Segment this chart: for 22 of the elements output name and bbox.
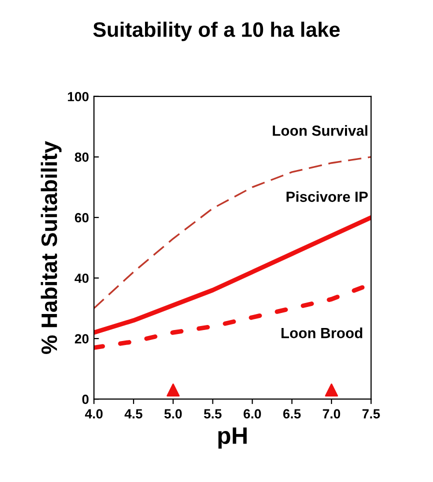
y-tick-label: 80 [74,152,89,162]
series-label: Piscivore IP [286,191,368,202]
y-tick-label: 0 [82,394,89,404]
y-tick-label: 20 [74,334,89,344]
series-label: Loon Survival [272,125,368,136]
x-tick-label: 4.5 [124,409,142,419]
x-tick-label: 7.0 [322,409,340,419]
series-label: Loon Brood [282,328,362,338]
x-tick-label: 5.5 [204,409,222,419]
x-tick-label: 6.0 [244,409,261,419]
y-axis-title: % Habitat Suitability [40,141,62,354]
chart-title: Suitability of a 10 ha lake [93,22,340,42]
y-tick-label: 40 [74,274,89,283]
y-tick-label: 100 [68,92,89,102]
y-tick-label: 60 [74,213,89,222]
x-tick-label: 5.0 [164,409,182,419]
line-series [94,284,366,350]
x-tick-label: 6.5 [283,409,301,419]
line-series [94,156,372,310]
x-axis-title: pH [218,428,247,449]
x-tick-label: 7.5 [362,409,380,419]
x-tick-label: 4.0 [84,409,103,419]
